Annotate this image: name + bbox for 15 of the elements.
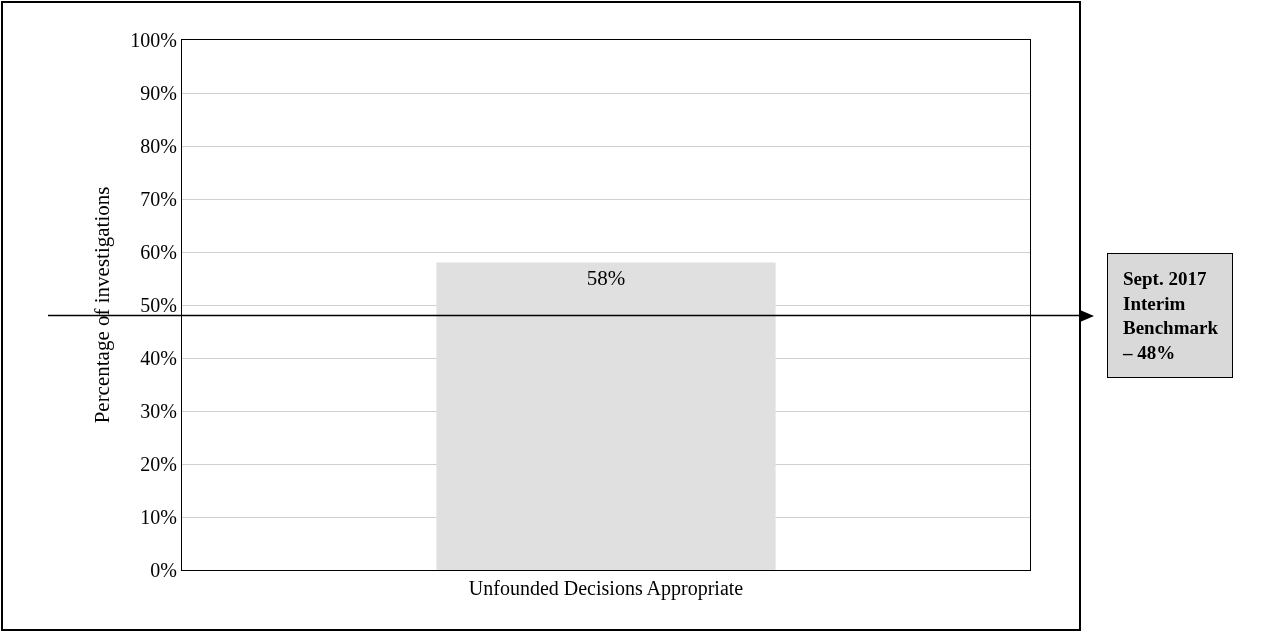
y-tick-label: 90% [140, 82, 177, 104]
y-tick-label: 30% [140, 400, 177, 422]
y-tick-label: 80% [140, 135, 177, 157]
y-tick-label: 0% [150, 559, 177, 581]
x-tick-label: Unfounded Decisions Appropriate [468, 577, 744, 600]
ref-line-label: Sept. 2017 Interim Benchmark – 48% [1122, 268, 1219, 364]
y-tick-label: 20% [140, 453, 177, 475]
y-axis-title: Percentage of investigations [90, 186, 115, 424]
y-tick-label: 40% [140, 347, 177, 369]
y-tick-label: 50% [140, 294, 177, 316]
y-tick-label: 100% [130, 29, 177, 51]
y-tick-label: 10% [140, 506, 177, 528]
data-label: 58% [586, 265, 626, 290]
y-tick-label: 60% [140, 241, 177, 263]
y-tick-label: 70% [140, 188, 177, 210]
